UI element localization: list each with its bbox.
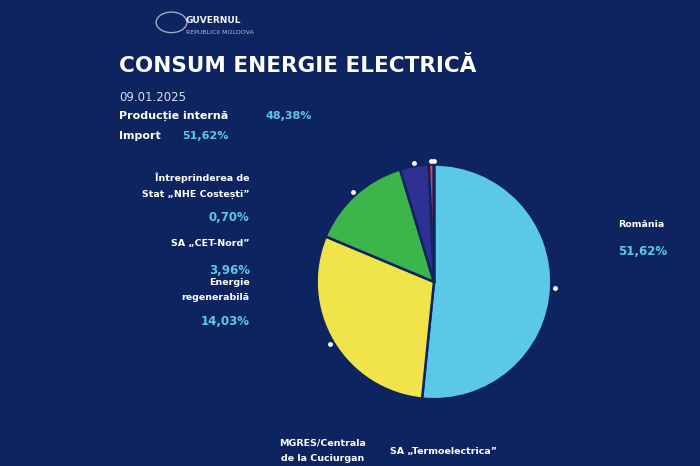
Text: România: România — [618, 220, 664, 229]
Text: 48,38%: 48,38% — [266, 111, 312, 121]
Text: MGRES/Centrala: MGRES/Centrala — [279, 439, 366, 447]
Text: 51,62%: 51,62% — [618, 246, 667, 259]
Text: Întreprinderea de: Întreprinderea de — [155, 173, 250, 183]
Wedge shape — [316, 237, 434, 398]
Wedge shape — [429, 164, 434, 282]
Text: de la Cuciurgan: de la Cuciurgan — [281, 453, 364, 463]
Text: REPUBLICII MOLDOVA: REPUBLICII MOLDOVA — [186, 30, 253, 35]
Wedge shape — [400, 164, 434, 282]
Text: Import: Import — [119, 131, 164, 141]
Wedge shape — [422, 164, 552, 399]
Text: Stat „NHE Costești”: Stat „NHE Costești” — [142, 189, 250, 199]
Text: Producție internă: Producție internă — [119, 111, 232, 121]
Text: 0,70%: 0,70% — [209, 212, 250, 225]
Text: SA „Termoelectrica”: SA „Termoelectrica” — [390, 446, 497, 456]
Text: regenerabilă: regenerabilă — [181, 293, 250, 302]
Text: GUVERNUL: GUVERNUL — [186, 16, 241, 25]
Text: 3,96%: 3,96% — [209, 264, 250, 277]
Text: 51,62%: 51,62% — [182, 131, 228, 141]
Text: 09.01.2025: 09.01.2025 — [119, 91, 186, 104]
Text: 14,03%: 14,03% — [201, 315, 250, 328]
Text: Energie: Energie — [209, 278, 250, 287]
Text: SA „CET-Nord”: SA „CET-Nord” — [171, 239, 250, 248]
Text: CONSUM ENERGIE ELECTRICĂ: CONSUM ENERGIE ELECTRICĂ — [119, 56, 477, 76]
Wedge shape — [326, 170, 434, 282]
